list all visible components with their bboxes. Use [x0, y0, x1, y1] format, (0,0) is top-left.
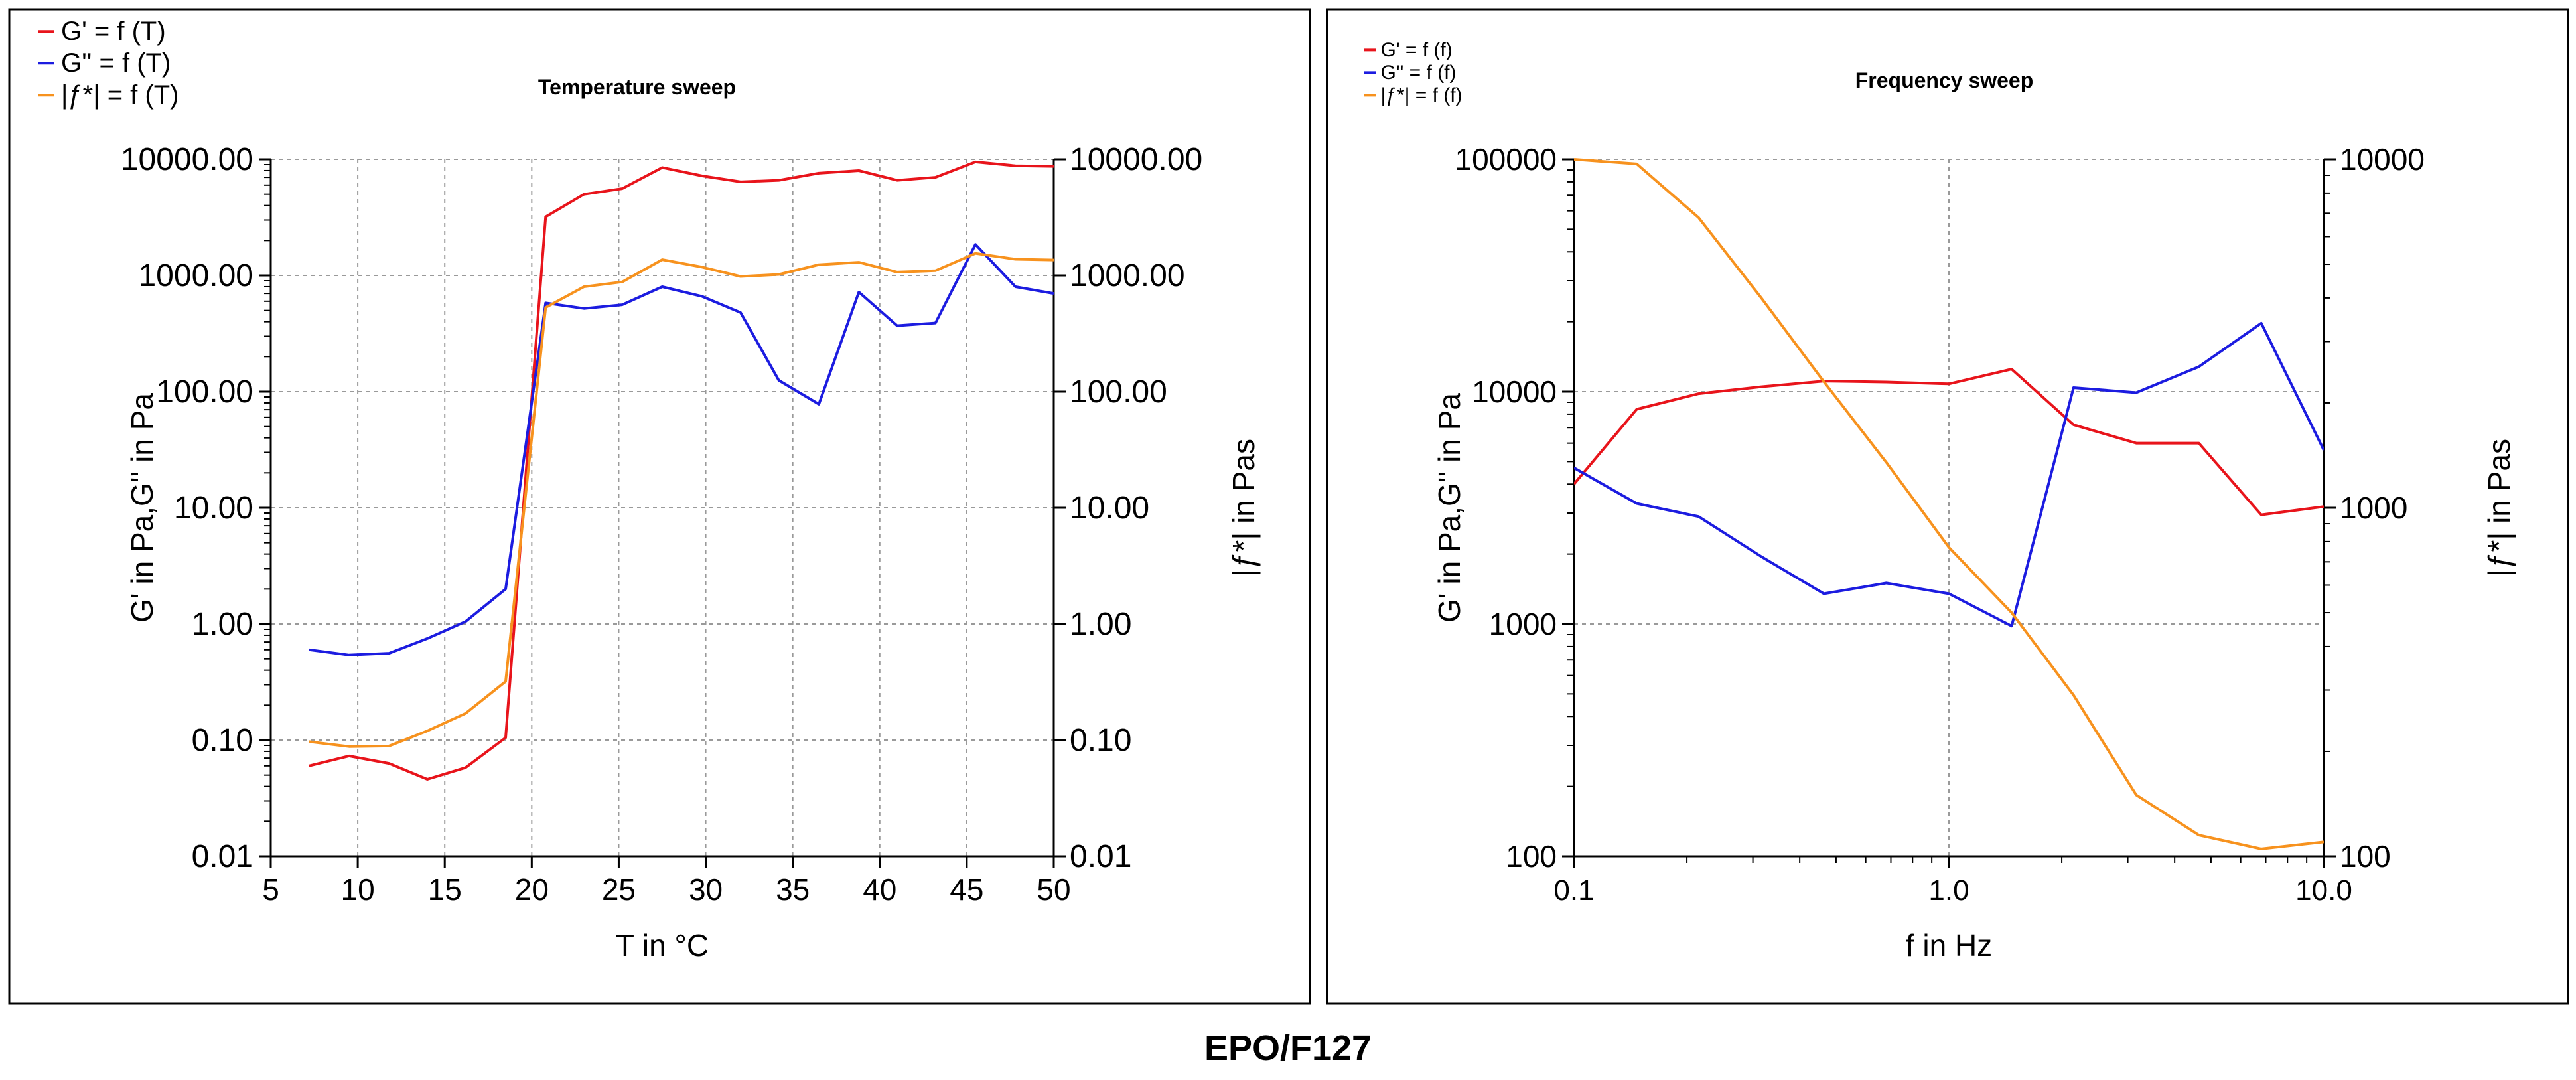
- y-tick-label: 100000: [1455, 142, 1557, 177]
- grid-lines: [1573, 159, 2325, 857]
- y-tick-label: 1000: [1489, 607, 1557, 641]
- x-tick-label: 15: [428, 872, 462, 907]
- y2-tick-label: 10000: [2340, 142, 2425, 177]
- x-tick-label: 25: [602, 872, 636, 907]
- chart-1: 5 10 15 20 25 30 35 40 45 500.010.101.0010.00100.…: [8, 8, 1311, 1005]
- y-tick-label: 100.00: [156, 374, 253, 410]
- chart-frame: [1326, 8, 2569, 1005]
- x-tick-label: 20: [515, 872, 549, 907]
- y-tick-label: 1.00: [192, 607, 253, 642]
- series-line-3: [1574, 158, 2324, 850]
- y-axis-label: G' in Pa,G'' in Pa: [1432, 393, 1467, 623]
- y2-tick-label: 1000: [2340, 491, 2407, 525]
- y-axis-label: G' in Pa,G'' in Pa: [125, 393, 159, 623]
- y2-tick-label: 0.10: [1070, 723, 1131, 758]
- y2-tick-label: 10000.00: [1070, 142, 1202, 177]
- chart-title: Temperature sweep: [538, 75, 736, 99]
- x-tick-label: 10: [341, 872, 375, 907]
- grid-lines: [270, 159, 1054, 857]
- x-tick-label: 45: [950, 872, 983, 907]
- x-tick-label: 40: [863, 872, 896, 907]
- legend-label: G'' = f (f): [1381, 62, 1457, 84]
- series-line-1: [309, 160, 1054, 781]
- x-tick-label: 30: [689, 872, 723, 907]
- x-tick-label: 0.1: [1553, 874, 1594, 907]
- x-tick-label: 1.0: [1928, 874, 1969, 907]
- legend-label: |ƒ*| = f (T): [61, 80, 179, 110]
- x-axis-label: T in °C: [616, 928, 709, 963]
- y2-axis-label: |ƒ*| in Pas: [1226, 439, 1261, 577]
- chart-frame: [8, 8, 1311, 1005]
- y2-tick-label: 1000.00: [1070, 258, 1185, 293]
- chart-2: 0.1 1.0 10.0100100010000100000100100010000…: [1326, 8, 2569, 1005]
- y2-tick-label: 1.00: [1070, 607, 1131, 642]
- y2-axis-label: |ƒ*| in Pas: [2482, 439, 2516, 577]
- y-tick-label: 0.01: [192, 839, 253, 874]
- figure-caption: EPO/F127: [1204, 1028, 1372, 1068]
- y2-tick-label: 10.00: [1070, 491, 1149, 526]
- x-tick-label: 50: [1037, 872, 1070, 907]
- y2-tick-label: 100: [2340, 839, 2391, 874]
- series-line-1: [1574, 368, 2324, 516]
- chart-title: Frequency sweep: [1855, 68, 2034, 92]
- legend-label: G'' = f (T): [61, 48, 171, 78]
- series-line-2: [309, 243, 1054, 656]
- x-tick-label: 5: [262, 872, 279, 907]
- y-tick-label: 1000.00: [138, 258, 253, 293]
- series-line-2: [1574, 321, 2324, 628]
- y-tick-label: 10000.00: [121, 142, 253, 177]
- legend-label: G' = f (T): [61, 17, 166, 46]
- x-tick-label: 35: [776, 872, 810, 907]
- legend-label: |ƒ*| = f (f): [1381, 84, 1463, 106]
- y-tick-label: 10000: [1472, 374, 1557, 409]
- x-axis-label: f in Hz: [1906, 928, 1992, 963]
- legend-label: G' = f (f): [1381, 39, 1453, 61]
- y-tick-label: 10.00: [174, 491, 253, 526]
- y-tick-label: 0.10: [192, 723, 253, 758]
- y-tick-label: 100: [1506, 839, 1557, 874]
- y2-tick-label: 0.01: [1070, 839, 1131, 874]
- y2-tick-label: 100.00: [1070, 374, 1167, 410]
- series-line-3: [309, 252, 1054, 748]
- x-tick-label: 10.0: [2295, 874, 2352, 907]
